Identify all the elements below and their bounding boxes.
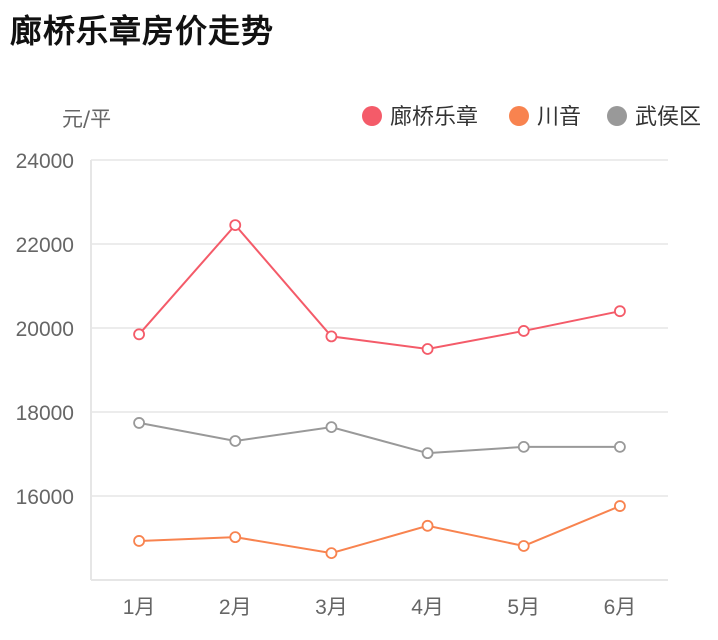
x-tick-label: 4月 bbox=[411, 596, 444, 619]
legend-item[interactable]: 武侯区 bbox=[607, 105, 701, 130]
data-point bbox=[517, 325, 530, 337]
data-point bbox=[229, 219, 242, 232]
data-point bbox=[325, 547, 338, 560]
series-0 bbox=[133, 219, 626, 355]
legend-item[interactable]: 川音 bbox=[509, 105, 581, 130]
data-point bbox=[133, 535, 145, 547]
data-point bbox=[614, 305, 626, 318]
y-tick-label: 22000 bbox=[16, 234, 74, 257]
legend-item[interactable]: 廊桥乐章 bbox=[362, 105, 478, 130]
legend-label: 川音 bbox=[537, 105, 581, 130]
legend-label: 武侯区 bbox=[635, 105, 701, 130]
data-point bbox=[517, 440, 530, 453]
y-tick-label: 24000 bbox=[16, 150, 74, 173]
data-point bbox=[229, 435, 242, 447]
data-point bbox=[614, 440, 626, 453]
y-tick-label: 16000 bbox=[16, 486, 74, 509]
legend-marker bbox=[509, 106, 529, 126]
data-point bbox=[229, 531, 242, 544]
data-point bbox=[614, 500, 626, 512]
legend-marker bbox=[362, 106, 382, 126]
legend-label: 廊桥乐章 bbox=[390, 105, 478, 130]
x-tick-label: 6月 bbox=[604, 596, 637, 619]
y-tick-label: 18000 bbox=[16, 402, 74, 425]
data-point bbox=[325, 421, 338, 434]
series-line bbox=[138, 223, 621, 351]
legend-marker bbox=[607, 106, 627, 126]
y-axis-unit: 元/平 bbox=[62, 107, 111, 131]
data-point bbox=[133, 328, 145, 341]
x-tick-label: 2月 bbox=[219, 596, 252, 619]
data-point bbox=[517, 540, 530, 552]
x-tick-label: 5月 bbox=[507, 596, 540, 619]
data-point bbox=[421, 447, 434, 460]
data-point bbox=[325, 330, 338, 343]
chart-title: 廊桥乐章房价走势 bbox=[10, 12, 275, 50]
series-line bbox=[138, 421, 620, 455]
x-tick-label: 3月 bbox=[315, 596, 348, 619]
series-line bbox=[139, 505, 621, 555]
x-tick-label: 1月 bbox=[123, 596, 156, 619]
data-point bbox=[421, 343, 434, 355]
y-tick-label: 20000 bbox=[16, 318, 74, 341]
data-point bbox=[421, 519, 434, 532]
data-point bbox=[133, 417, 145, 429]
series-2 bbox=[133, 417, 626, 460]
series-1 bbox=[133, 500, 626, 560]
